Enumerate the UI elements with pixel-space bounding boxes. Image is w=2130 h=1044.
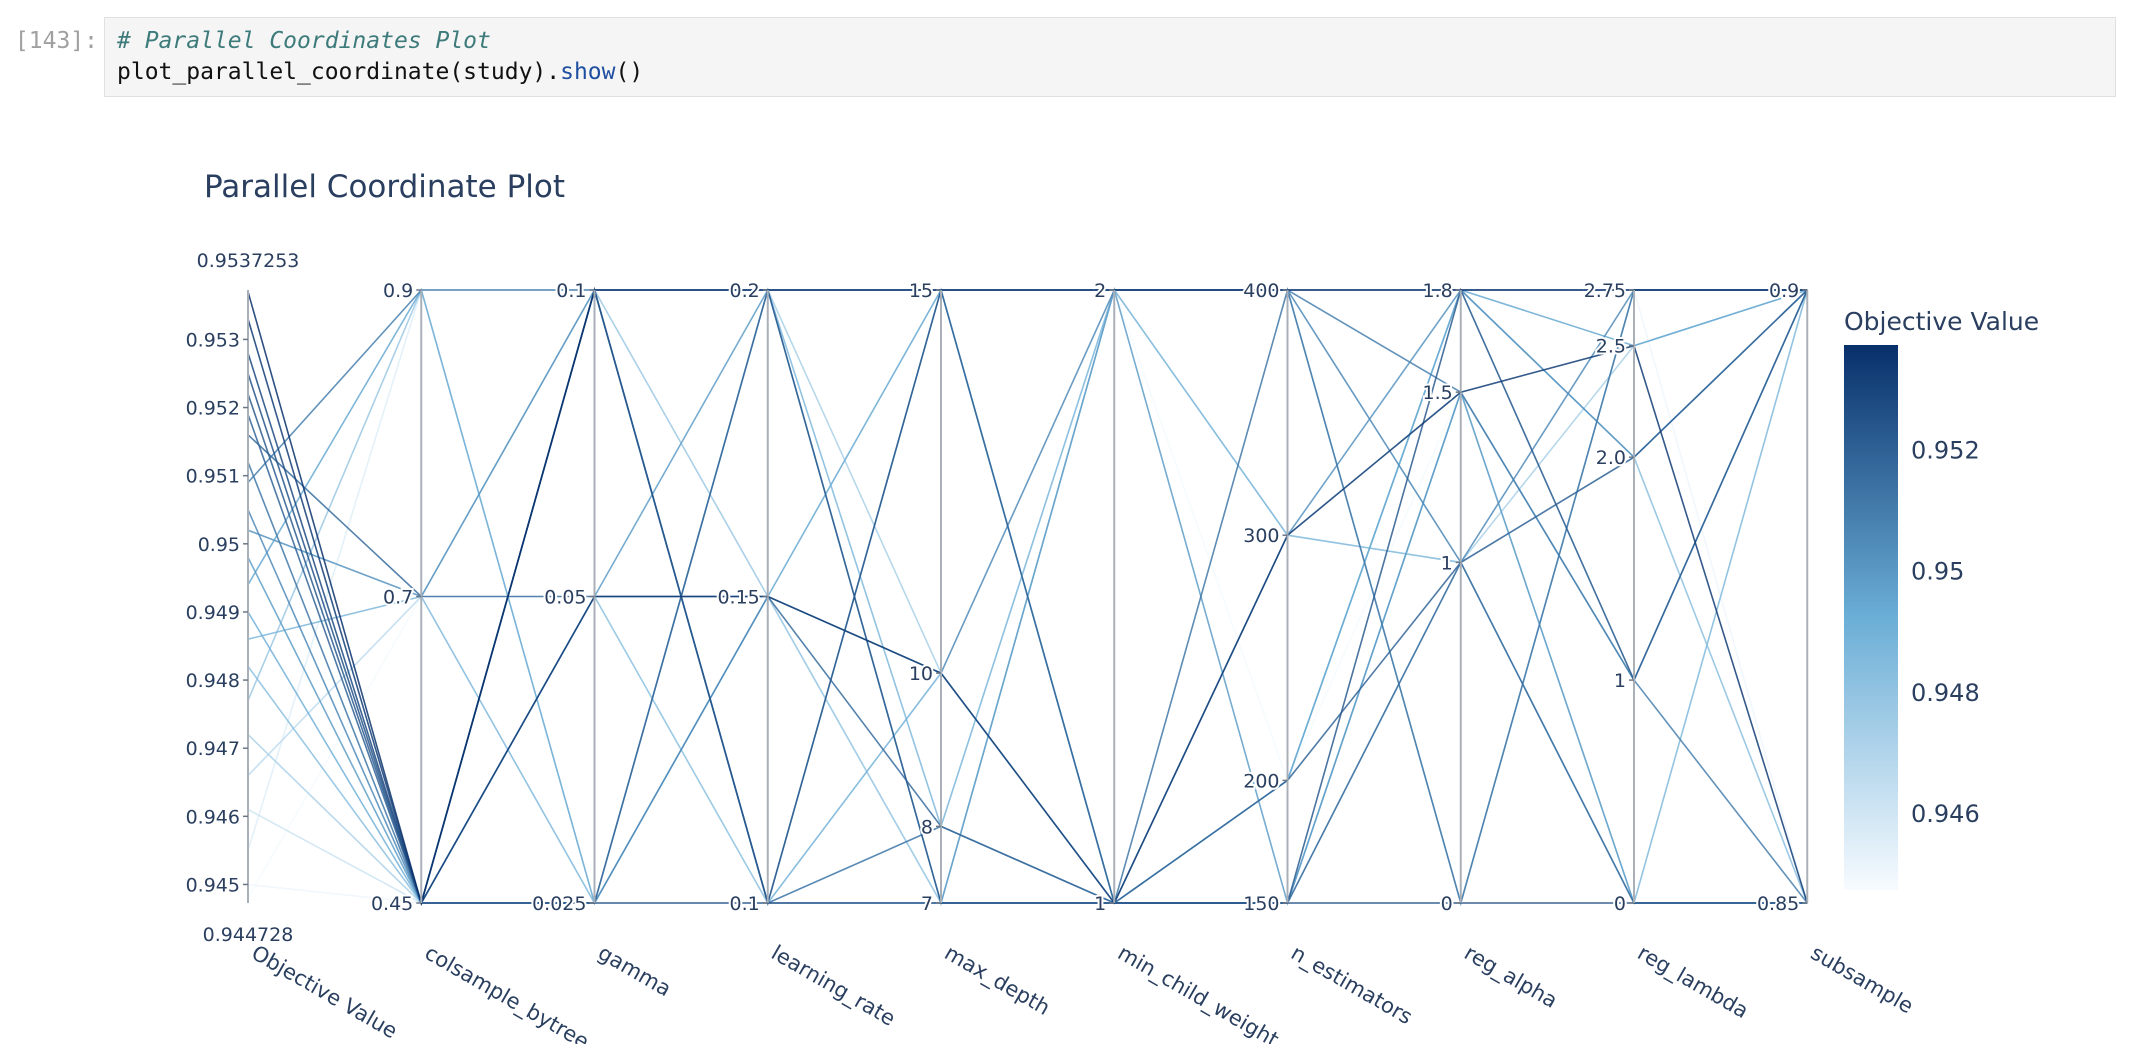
tick-label: 300 (1243, 525, 1279, 547)
axis-label: n_estimators (1287, 941, 1417, 1031)
colorbar-tick-label: 0.946 (1911, 800, 1980, 828)
tick-label: 0.025 (532, 893, 586, 915)
cell-prompt: [143]: (14, 28, 98, 54)
tick-label: 2 (1094, 280, 1106, 302)
axis-label: min_child_weight (1113, 941, 1282, 1044)
tick-label: 2.0 (1596, 447, 1626, 469)
code-call-prefix: plot_parallel_coordinate(study). (117, 59, 561, 85)
tick-label: 0.1 (556, 280, 586, 302)
tick-label: 0.95 (198, 534, 240, 556)
tick-label: 0.947 (186, 738, 240, 760)
tick-label: 200 (1243, 770, 1279, 792)
tick-label: 8 (921, 816, 933, 838)
axis-min-label: 0.944728 (203, 924, 294, 946)
axis-label: max_depth (940, 941, 1054, 1021)
axis-label: learning_rate (767, 941, 900, 1032)
trial-lines (247, 287, 1809, 906)
tick-label: 0.946 (186, 806, 240, 828)
tick-label: 1 (1614, 670, 1626, 692)
code-comment: # Parallel Coordinates Plot (117, 28, 491, 54)
tick-label: 0.9 (1769, 280, 1799, 302)
tick-label: 0 (1441, 893, 1453, 915)
tick-label: 1.8 (1423, 280, 1453, 302)
tick-label: 10 (909, 663, 933, 685)
tick-label: 0.951 (186, 466, 240, 488)
axis-gamma[interactable]: 0.025 0.05 0.1 gamma (530, 278, 675, 1002)
tick-label: 7 (921, 893, 933, 915)
tick-label: 0.1 (730, 893, 760, 915)
axis-label: subsample (1807, 941, 1918, 1019)
tick-label: 1 (1094, 893, 1106, 915)
trial-line[interactable] (247, 289, 1808, 906)
tick-label: 0.05 (544, 587, 586, 609)
code-cell[interactable]: # Parallel Coordinates Plot plot_paralle… (104, 17, 2116, 97)
axis-label: gamma (594, 941, 675, 1002)
tick-label: 15 (909, 280, 933, 302)
axis-colsample-bytree[interactable]: 0.45 0.7 0.9 colsample_bytree (369, 278, 593, 1044)
chart-title: Parallel Coordinate Plot (204, 169, 565, 205)
tick-label: 2.5 (1596, 336, 1626, 358)
trial-line[interactable] (247, 352, 1808, 904)
colorbar-tick-label: 0.95 (1911, 558, 1964, 586)
colorbar-tick-label: 0.948 (1911, 679, 1980, 707)
tick-label: 1 (1441, 552, 1453, 574)
tick-label: 0.949 (186, 602, 240, 624)
tick-label: 0.9 (383, 280, 413, 302)
tick-label: 0.948 (186, 670, 240, 692)
axis-label: reg_alpha (1460, 941, 1562, 1014)
axes: 0.945 0.946 0.947 0.948 0.949 0.95 0.951 0.952 0… (184, 250, 1918, 1044)
trial-line[interactable] (247, 318, 1809, 906)
axis-label: reg_lambda (1633, 941, 1753, 1024)
colorbar-tick-label: 0.952 (1911, 437, 1980, 465)
tick-label: 0.7 (383, 587, 413, 609)
axis-learning-rate[interactable]: 0.1 0.15 0.2 learning_rate (715, 278, 900, 1032)
axis-reg-lambda[interactable]: 0 1 2.0 2.5 2.75 reg_lambda (1582, 278, 1753, 1024)
tick-label: 0 (1614, 893, 1626, 915)
tick-label: 0.2 (730, 280, 760, 302)
axis-label: colsample_bytree (420, 941, 593, 1044)
code-call-method: show (560, 59, 616, 85)
tick-label: 0.85 (1757, 893, 1799, 915)
code-line: plot_parallel_coordinate(study).show() (117, 59, 643, 85)
colorbar-gradient (1844, 345, 1898, 890)
tick-label: 1.5 (1423, 382, 1453, 404)
tick-label: 0.45 (371, 893, 413, 915)
colorbar: Objective Value 0.946 0.948 0.95 0.952 (1844, 307, 2039, 890)
axis-label: Objective Value (248, 941, 402, 1044)
tick-label: 0.15 (717, 587, 759, 609)
colorbar-title: Objective Value (1844, 307, 2039, 336)
axis-max-label: 0.9537253 (197, 250, 300, 272)
tick-label: 0.952 (186, 398, 240, 420)
tick-label: 0.953 (186, 329, 240, 351)
tick-label: 150 (1243, 893, 1279, 915)
tick-label: 0.945 (186, 874, 240, 896)
tick-label: 400 (1243, 280, 1279, 302)
tick-label: 2.75 (1584, 280, 1626, 302)
code-call-suffix: () (615, 59, 644, 85)
